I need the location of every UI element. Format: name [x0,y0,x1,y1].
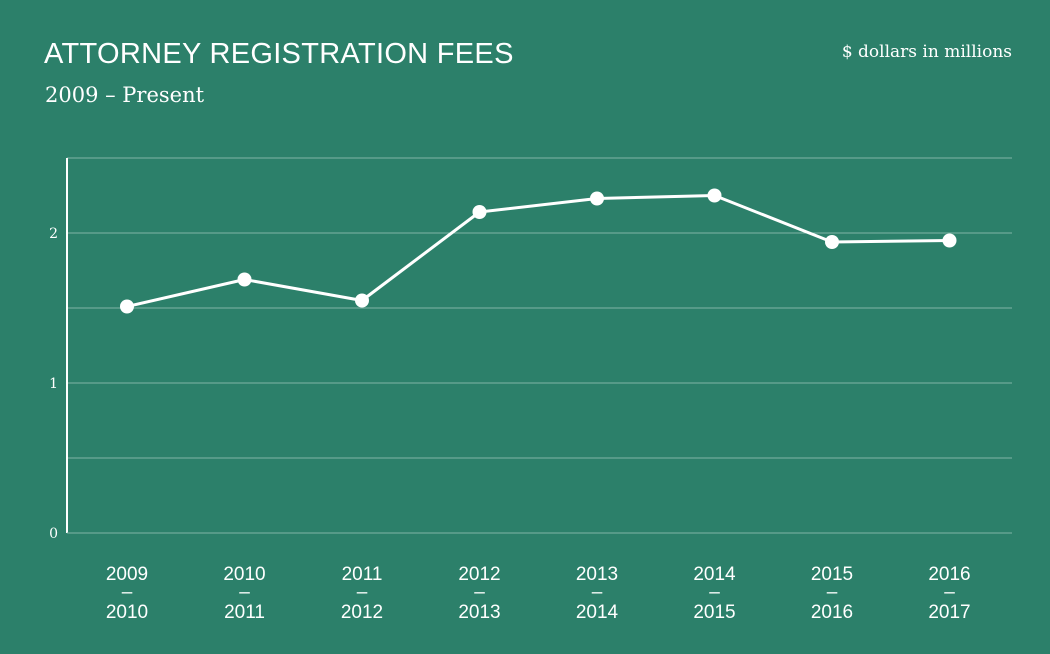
x-tick-label-line: – [827,582,838,603]
x-tick-label-line: 2009 [106,564,148,585]
x-tick-label: 2014–2015 [693,564,736,623]
chart-subtitle: 2009 – Present [45,83,205,107]
x-tick-label-line: 2012 [341,602,383,623]
series-line [126,194,950,308]
data-point [472,205,487,219]
x-tick-label-line: 2017 [928,602,970,623]
data-point [355,293,369,308]
units-label: $ dollars in millions [841,42,1012,62]
x-tick-label-line: 2013 [576,564,618,585]
x-tick-label-line: 2012 [458,564,500,585]
data-point [237,272,252,287]
x-tick-label-line: – [474,582,485,603]
x-tick-label: 2011–2012 [341,564,383,623]
x-tick-label: 2015–2016 [811,564,853,623]
data-point [942,233,957,248]
x-tick-label-line: 2015 [811,564,853,585]
x-tick-label-line: 2010 [223,564,265,585]
data-point [590,191,604,206]
x-tick-label-line: 2016 [928,564,970,585]
x-tick-label-line: 2013 [458,602,500,623]
x-tick-label: 2016–2017 [928,564,970,623]
x-tick-label-line: 2014 [576,602,619,623]
x-tick-label-line: 2015 [693,602,735,623]
x-tick-label-line: 2010 [106,602,148,623]
x-tick-label-line: 2011 [224,602,265,623]
x-tick-label-line: – [592,582,603,603]
y-tick-label: 2 [49,226,58,242]
x-tick-label-line: – [239,582,250,603]
x-tick-label-line: 2014 [693,564,736,585]
x-tick-label-line: – [122,582,133,603]
x-tick-label-line: – [709,582,720,603]
data-point [825,235,839,249]
x-tick-label-line: – [944,582,955,603]
y-tick-label: 1 [49,376,58,392]
x-tick-label: 2009–2010 [106,564,148,623]
x-tick-label-line: 2011 [342,564,383,585]
data-point [120,299,134,314]
y-tick-label: 0 [49,526,58,542]
x-tick-label: 2013–2014 [576,564,619,623]
x-tick-label-line: – [357,582,368,603]
chart-title: ATTORNEY REGISTRATION FEES [44,38,514,70]
x-tick-label: 2012–2013 [458,564,500,623]
x-tick-label: 2010–2011 [223,564,265,623]
data-point [707,188,722,203]
x-tick-label-line: 2016 [811,602,853,623]
